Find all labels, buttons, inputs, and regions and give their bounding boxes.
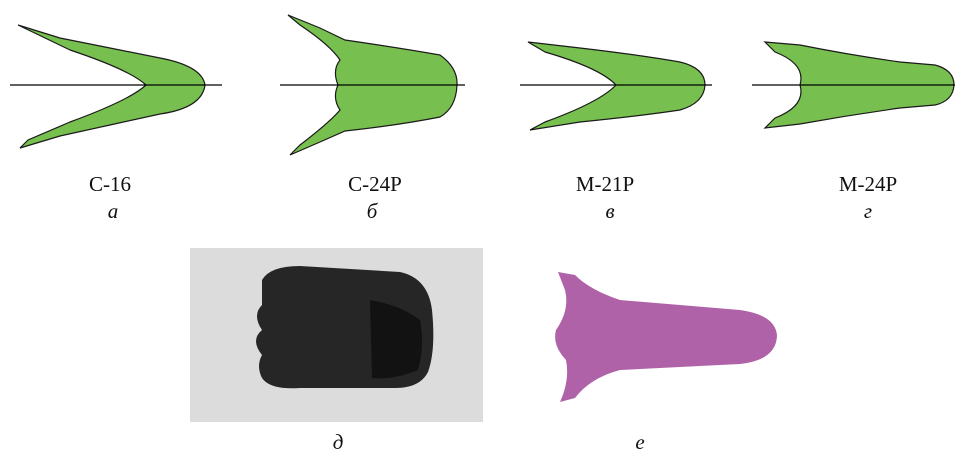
panel-a: С-16 а bbox=[10, 25, 222, 223]
panel-letter: в bbox=[605, 199, 614, 223]
caption: С-16 bbox=[89, 172, 131, 196]
panel-c: М-21Р в bbox=[520, 42, 712, 223]
panel-letter: а bbox=[108, 199, 119, 223]
panel-letter: б bbox=[367, 199, 379, 223]
panel-letter: д bbox=[333, 430, 344, 453]
panel-b: С-24Р б bbox=[280, 15, 465, 223]
caption: С-24Р bbox=[348, 172, 402, 196]
panel-e: д bbox=[190, 248, 483, 453]
caption: М-21Р bbox=[576, 172, 634, 196]
caption: М-24Р bbox=[839, 172, 897, 196]
panel-letter: е bbox=[635, 430, 644, 453]
crater-profile bbox=[18, 25, 205, 148]
panel-f: е bbox=[555, 272, 777, 453]
crater-silhouette bbox=[555, 272, 777, 402]
panel-d: М-24Р г bbox=[752, 42, 955, 223]
crater-profile bbox=[528, 42, 705, 130]
figure: С-16 а С-24Р б М-21Р в М-24Р г д е bbox=[0, 0, 955, 453]
panel-letter: г bbox=[864, 199, 872, 223]
